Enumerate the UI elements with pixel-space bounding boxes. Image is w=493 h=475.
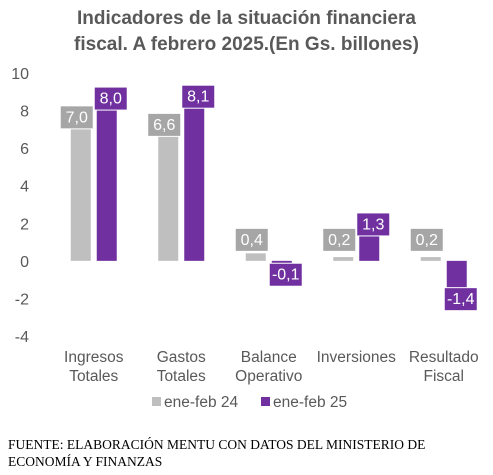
data-label-box	[323, 228, 356, 251]
data-label-box	[357, 213, 390, 236]
data-label: -1,4	[447, 291, 475, 308]
y-tick-label: 10	[11, 66, 29, 83]
data-label-box	[60, 106, 93, 129]
data-label-box	[94, 87, 127, 110]
data-label: 8,1	[187, 89, 209, 106]
legend-label: ene-feb 24	[164, 394, 238, 411]
category-label: Totales	[157, 368, 206, 385]
chart-title-line-1: Indicadores de la situación financiera	[77, 8, 416, 29]
data-label: 0,2	[328, 232, 350, 249]
data-label-box	[410, 228, 443, 251]
data-label: 0,2	[416, 232, 438, 249]
data-label-box	[444, 288, 477, 311]
data-label-box	[148, 113, 181, 136]
y-tick-label: 6	[20, 141, 29, 158]
bar-ene-feb-25	[96, 110, 117, 261]
data-label: 7,0	[66, 109, 88, 126]
y-tick-label: 8	[20, 104, 29, 121]
chart-title: Indicadores de la situación financiera f…	[0, 6, 493, 58]
category-label: Ingresos	[64, 349, 124, 366]
chart-title-line-2: fiscal. A febrero 2025.(En Gs. billones)	[74, 34, 419, 55]
data-label: 1,3	[362, 216, 384, 233]
data-label-box	[235, 228, 268, 251]
bar-ene-feb-24	[333, 257, 354, 261]
source-note: FUENTE: ELABORACIÓN MENTU CON DATOS DEL …	[8, 437, 426, 469]
y-tick-label: 2	[20, 216, 29, 233]
data-label-box	[182, 85, 215, 108]
bar-ene-feb-24	[245, 253, 266, 261]
category-label: Balance	[241, 349, 297, 366]
category-label: Gastos	[157, 349, 206, 366]
data-label-box	[269, 263, 302, 286]
category-label: Inversiones	[317, 349, 397, 366]
bar-ene-feb-24	[70, 129, 91, 261]
data-label: 6,6	[153, 117, 175, 134]
bar-ene-feb-25	[359, 236, 380, 261]
y-tick-label: 4	[20, 179, 29, 196]
bar-chart: -4 -2 0 2 4 6 8 10 7,0 8,0 Ingresos Totales 6,6 8,1 Ga…	[11, 66, 479, 411]
data-label: -0,1	[272, 267, 300, 284]
legend-swatch	[152, 397, 161, 406]
y-tick-label: -2	[15, 291, 29, 308]
data-label: 8,0	[100, 91, 122, 108]
category-label: Totales	[69, 368, 118, 385]
bar-ene-feb-25	[446, 260, 467, 288]
y-tick-label: 0	[20, 254, 29, 271]
bar-ene-feb-25	[271, 260, 292, 263]
category-label: Fiscal	[424, 368, 464, 385]
data-label: 0,4	[241, 232, 263, 249]
bar-ene-feb-25	[184, 108, 205, 261]
category-label: Resultado	[409, 349, 479, 366]
bar-ene-feb-24	[158, 136, 179, 261]
bar-ene-feb-24	[420, 257, 441, 261]
y-tick-label: -4	[15, 329, 29, 346]
legend-swatch	[261, 397, 270, 406]
legend-label: ene-feb 25	[273, 394, 347, 411]
category-label: Operativo	[235, 368, 302, 385]
